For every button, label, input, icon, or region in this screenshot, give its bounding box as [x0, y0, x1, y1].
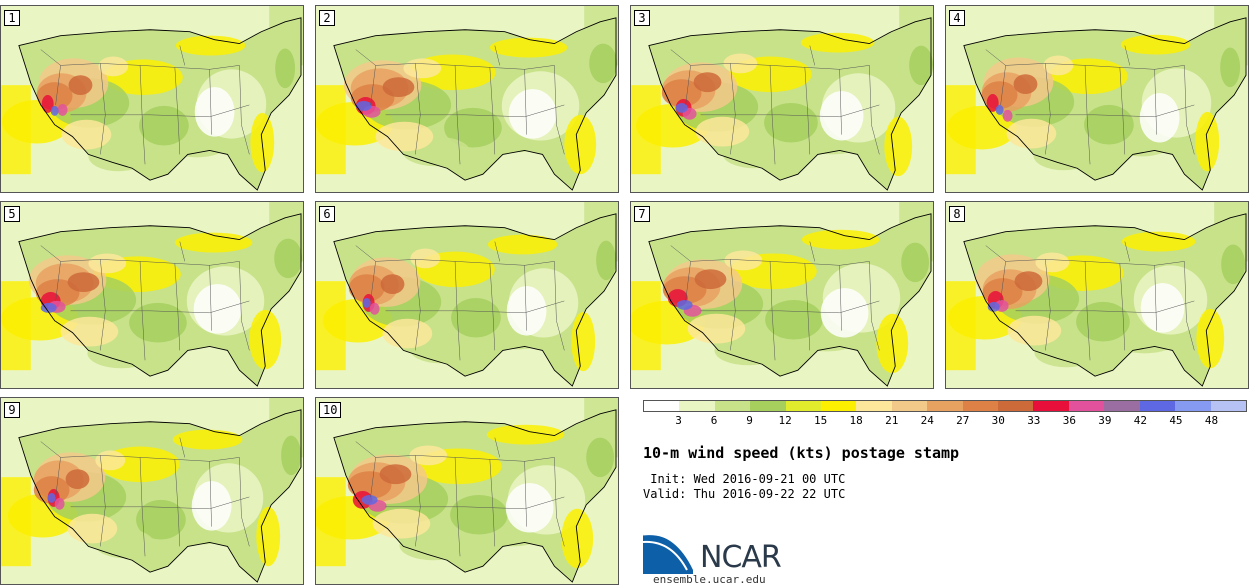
color-swatch	[750, 401, 786, 411]
color-bar	[643, 400, 1247, 412]
color-swatch	[714, 401, 751, 411]
stamp-panel-5: 5	[0, 201, 304, 389]
member-number: 7	[634, 206, 650, 222]
color-bar-tick: 30	[991, 414, 1005, 427]
color-bar-tick: 15	[814, 414, 828, 427]
stamp-panel-6: 6	[315, 201, 619, 389]
init-time: Init: Wed 2016-09-21 00 UTC	[643, 472, 846, 486]
color-bar-tick: 3	[675, 414, 682, 427]
stamp-panel-4: 4	[945, 5, 1249, 193]
color-swatch	[856, 401, 892, 411]
wind-speed-map	[1, 398, 303, 584]
color-swatch	[785, 401, 822, 411]
stamp-panel-10: 10	[315, 397, 619, 585]
color-swatch	[1104, 401, 1140, 411]
member-number: 4	[949, 10, 965, 26]
color-swatch	[644, 401, 680, 411]
member-number: 3	[634, 10, 650, 26]
wind-speed-map	[316, 398, 618, 584]
wind-speed-map	[1, 202, 303, 388]
website-url: ensemble.ucar.edu	[653, 573, 766, 586]
color-swatch	[927, 401, 963, 411]
color-swatch	[1139, 401, 1176, 411]
color-bar-tick: 21	[885, 414, 899, 427]
color-bar-labels: 3 6 9 12 15 18 21 24 27 30 33 36 39 42 45 48	[643, 414, 1247, 428]
member-number: 10	[319, 402, 342, 418]
member-number: 1	[4, 10, 20, 26]
stamp-panel-2: 2	[315, 5, 619, 193]
color-bar-tick: 24	[920, 414, 934, 427]
wind-speed-map	[316, 6, 618, 192]
member-number: 9	[4, 402, 20, 418]
color-swatch	[998, 401, 1034, 411]
color-bar-tick: 42	[1133, 414, 1148, 427]
member-number: 8	[949, 206, 965, 222]
color-bar-tick: 6	[710, 414, 718, 427]
color-bar-tick: 48	[1204, 414, 1219, 427]
wind-speed-map	[1, 6, 303, 192]
ncar-logo-text: NCAR	[700, 540, 782, 575]
color-bar-tick: 36	[1062, 414, 1076, 427]
stamp-panel-7: 7	[630, 201, 934, 389]
color-swatch	[821, 401, 857, 411]
color-bar-tick: 18	[849, 414, 863, 427]
color-swatch	[891, 401, 928, 411]
valid-time: Valid: Thu 2016-09-22 22 UTC	[643, 487, 846, 501]
wind-speed-map	[316, 202, 618, 388]
stamp-panel-1: 1	[0, 5, 304, 193]
color-bar-tick: 39	[1098, 414, 1112, 427]
chart-title: 10-m wind speed (kts) postage stamp	[643, 444, 960, 462]
stamp-panel-3: 3	[630, 5, 934, 193]
stamp-panel-9: 9	[0, 397, 304, 585]
wind-speed-map	[631, 202, 933, 388]
member-number: 2	[319, 10, 335, 26]
color-swatch	[1033, 401, 1069, 411]
member-number: 5	[4, 206, 20, 222]
color-bar-tick: 33	[1027, 414, 1041, 427]
color-swatch	[1175, 401, 1211, 411]
wind-speed-map	[631, 6, 933, 192]
color-swatch	[1210, 401, 1246, 411]
color-bar-tick: 27	[956, 414, 970, 427]
color-bar-tick: 12	[778, 414, 792, 427]
color-swatch	[679, 401, 715, 411]
member-number: 6	[319, 206, 335, 222]
ncar-logo-icon	[643, 532, 697, 574]
stamp-panel-8: 8	[945, 201, 1249, 389]
color-swatch	[1068, 401, 1105, 411]
wind-speed-map	[946, 6, 1248, 192]
color-swatch	[962, 401, 999, 411]
color-bar-tick: 45	[1169, 414, 1183, 427]
color-bar-tick: 9	[746, 414, 753, 427]
wind-speed-map	[946, 202, 1248, 388]
